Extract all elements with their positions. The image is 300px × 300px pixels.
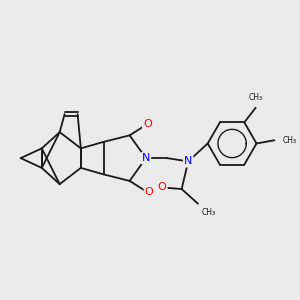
Text: CH₃: CH₃ xyxy=(201,208,215,217)
Text: N: N xyxy=(184,156,192,167)
Text: CH₃: CH₃ xyxy=(283,136,297,145)
Text: O: O xyxy=(158,182,167,192)
Text: N: N xyxy=(142,153,150,163)
Text: O: O xyxy=(143,119,152,129)
Text: CH₃: CH₃ xyxy=(249,93,263,102)
Text: O: O xyxy=(145,187,154,197)
